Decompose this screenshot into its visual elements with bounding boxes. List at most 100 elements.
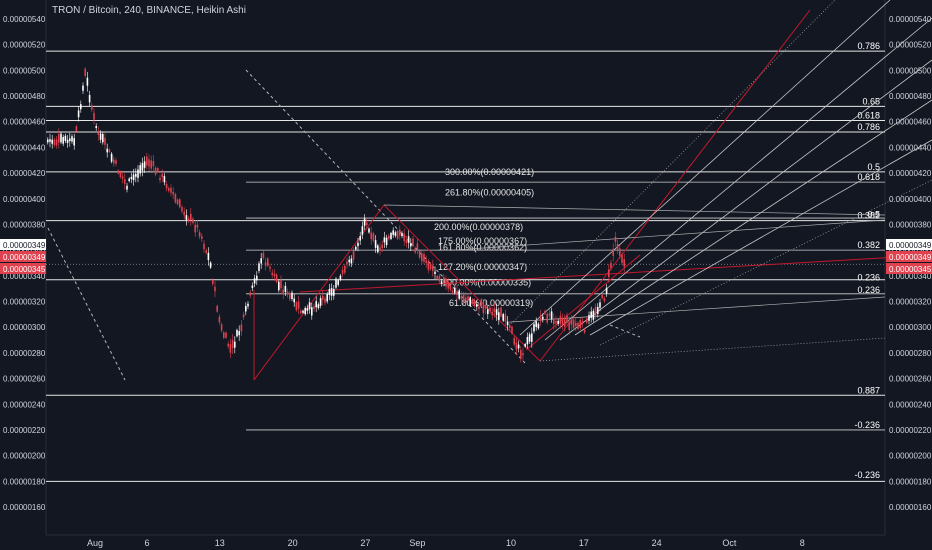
candle-body [390,232,392,240]
fib-ratio-label: 0.887 [857,385,880,395]
candle-body [414,248,416,253]
candle-body [154,167,157,175]
candle-body [495,309,498,316]
y-tick-label-right: 0.00000340 [889,272,932,281]
candle-body [592,310,595,320]
candle-body [616,243,619,250]
candle-body [75,126,78,132]
candle-body [440,281,443,284]
fib-extension-label: 200.00%(0.00000378) [434,222,523,232]
candle-body [183,211,185,216]
fib-extension-label: 161.80%(0.00000362) [438,243,527,253]
candle-body [319,298,322,306]
fib-ratio-label: 0.236 [857,285,880,295]
candle-body [297,301,300,309]
y-tick-label-right: 0.00000260 [889,375,932,384]
candle-body [293,298,295,303]
candle-body [256,275,258,281]
candle-body [330,288,333,296]
fib-extension-label: 100.00%(0.00000335) [442,277,531,287]
y-tick-label-right: 0.00000520 [889,41,932,50]
y-axis-labels: 0.00000540 0.00000540 0.00000520 0.00000520… [3,15,932,512]
price-tags: 0.00000349 0.00000349 0.00000345 0.00000349… [0,239,932,274]
candle-body [249,292,251,296]
candle-body [264,262,267,266]
candle-body [471,299,474,304]
candle-body [236,329,238,337]
candle-body [403,233,405,242]
candle-body [583,329,586,333]
candle-body [124,179,126,184]
candle-body [271,272,273,275]
y-tick-label-left: 0.00000240 [3,400,46,409]
candle-body [326,294,328,302]
candle-body [599,302,601,308]
candle-body [130,176,133,180]
candle-body [135,173,137,177]
candle-body [225,332,227,338]
y-tick-label-left: 0.00000360 [3,246,46,255]
candle-body [570,320,573,325]
candle-body [62,137,64,144]
candle-body [253,278,256,284]
candle-body [513,337,515,345]
candle-body [82,85,84,91]
y-tick-label-left: 0.00000220 [3,426,46,435]
y-tick-label-right: 0.00000540 [889,15,932,24]
candle-body [339,275,342,280]
candle-body [392,230,394,235]
price-tag-right: 0.00000349 [889,241,932,250]
candle-body [218,316,221,323]
candle-body [502,314,504,321]
candle-body [247,303,249,307]
candle-body [350,258,353,264]
y-tick-label-right: 0.00000500 [889,66,932,75]
candle-body [568,321,570,330]
candle-body [315,301,317,308]
candle-body [374,240,377,248]
candle-body [60,133,62,143]
candle-body [577,322,579,329]
candle-body [366,222,368,226]
candle-body [500,307,502,317]
y-tick-label-left: 0.00000500 [3,66,46,75]
candle-body [548,313,551,316]
candle-body [590,311,592,318]
x-tick-label: Sep [409,538,425,548]
candle-body [302,310,304,313]
candle-body [572,319,575,328]
dashed-trendline [245,69,526,364]
candle-body [91,105,93,110]
dashed-trendline [47,227,126,381]
fan-ray-dotted [599,179,932,346]
converging-line [454,219,886,251]
candle-body [564,319,566,327]
candle-body [597,306,599,314]
pitchfork-red-leg [525,254,641,351]
fib-ratio-label: -0.236 [854,470,880,480]
price-tag-right: 0.00000349 [889,253,932,262]
candle-body [427,262,430,271]
candle-body [456,291,458,296]
candle-body [275,274,278,282]
candle-body [165,183,168,189]
candle-body [621,254,623,263]
fib-ratio-label: 0.382 [857,240,880,250]
y-tick-label-right: 0.00000320 [889,298,932,307]
candle-body [203,243,205,250]
candle-body [352,251,355,260]
candle-body [157,168,159,173]
candle-body [399,229,401,236]
y-tick-label-left: 0.00000520 [3,41,46,50]
candle-body [214,286,216,292]
candle-body [286,291,289,295]
x-tick-label: Oct [722,538,737,548]
candle-body [586,318,588,323]
candle-body [194,224,196,233]
candle-body [454,287,456,293]
candle-body [359,236,361,241]
converging-line [539,337,886,362]
candle-body [231,340,234,349]
candle-body [128,178,130,182]
